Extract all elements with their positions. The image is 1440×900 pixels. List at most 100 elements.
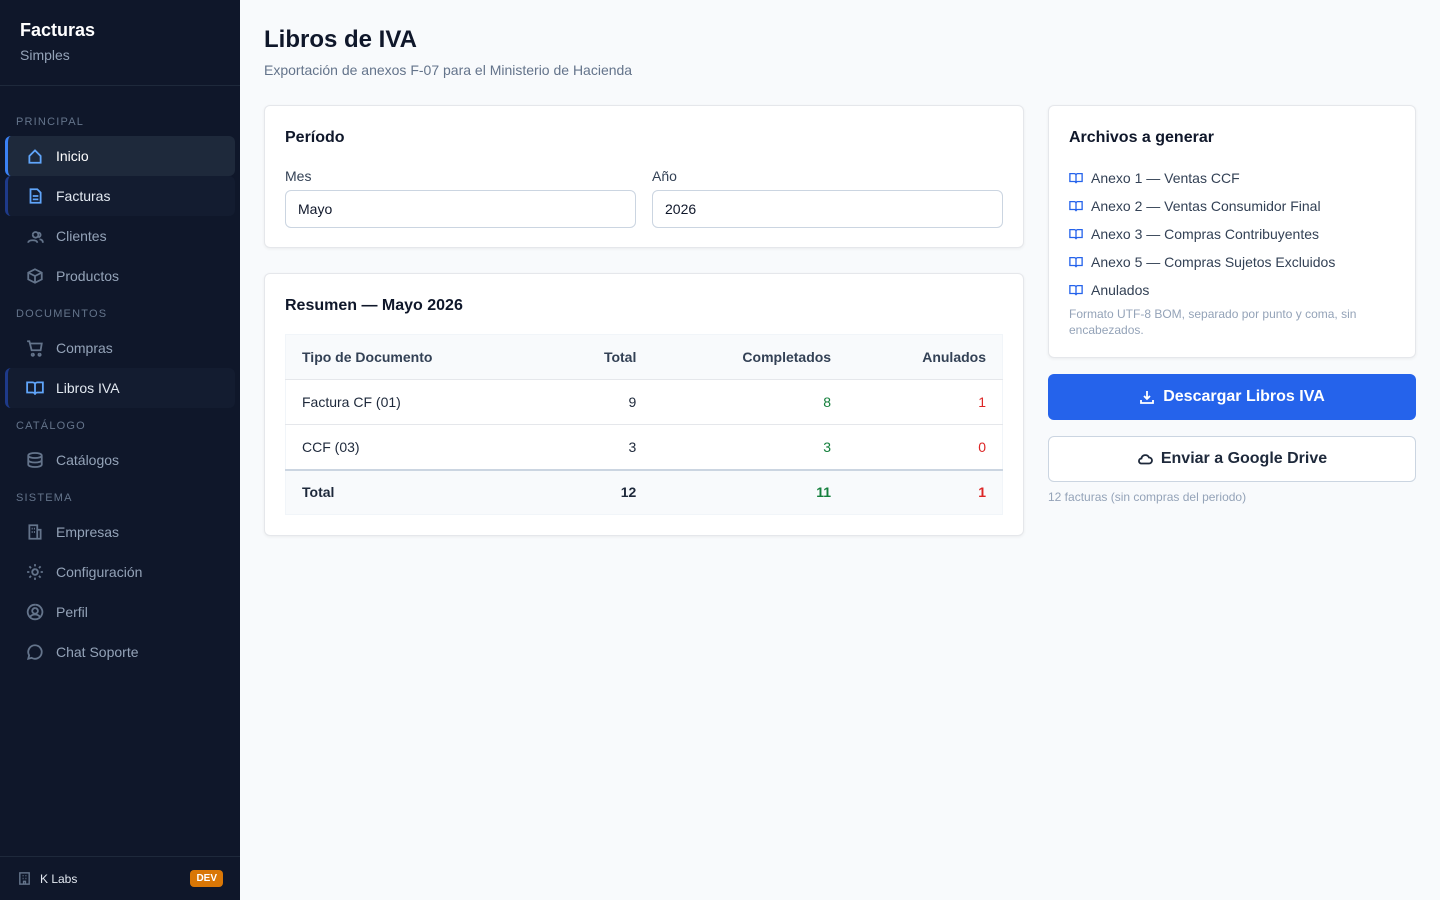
nav-section-title: DOCUMENTOS	[16, 308, 108, 320]
file-label: Anexo 2 — Ventas Consumidor Final	[1091, 198, 1321, 214]
file-label: Anulados	[1091, 282, 1150, 298]
column-header: Anulados	[847, 334, 1003, 380]
nav-icon	[27, 231, 44, 244]
button-label: Descargar Libros IVA	[1163, 388, 1325, 405]
nav-item[interactable]: Perfil	[5, 592, 235, 632]
book-icon	[1069, 284, 1083, 296]
table-cell: 3	[652, 424, 848, 470]
nav-label: Perfil	[56, 604, 88, 620]
brand-subtitle: Simples	[20, 47, 70, 63]
nav-item[interactable]: Chat Soporte	[5, 632, 235, 672]
summary-card: Resumen — Mayo 2026 Tipo de Documento Tot…	[264, 273, 1024, 536]
files-note: Formato UTF-8 BOM, separado por punto y …	[1069, 307, 1357, 337]
column-header: Completados	[652, 334, 848, 380]
nav-label: Empresas	[56, 524, 120, 540]
sidebar-footer: K Labs DEV	[0, 856, 240, 900]
book-icon	[1069, 200, 1083, 212]
table-cell: 9	[548, 379, 653, 425]
nav-icon	[26, 603, 44, 621]
org-icon	[19, 872, 30, 885]
nav-label: Facturas	[56, 188, 111, 204]
actions-note: 12 facturas (sin compras del periodo)	[1048, 490, 1247, 504]
nav-label: Clientes	[56, 228, 107, 244]
download-button[interactable]: Descargar Libros IVA	[1048, 374, 1416, 420]
nav-item[interactable]: Configuración	[5, 552, 235, 592]
nav-icon	[28, 524, 42, 540]
drive-button[interactable]: Enviar a Google Drive	[1048, 436, 1416, 482]
nav-section-title: SISTEMA	[16, 492, 73, 504]
files-list: Anexo 1 — Ventas CCF Anexo 2 — Ventas Con…	[1069, 164, 1335, 304]
nav-label: Libros IVA	[56, 380, 120, 396]
total-cell: 11	[652, 468, 848, 515]
table-total-row: Total 12 11 1	[285, 468, 1003, 515]
file-item: Anulados	[1069, 276, 1335, 304]
nav-icon	[27, 564, 43, 580]
cloud-icon	[1137, 454, 1153, 465]
book-icon	[1069, 172, 1083, 184]
card-title: Resumen — Mayo 2026	[285, 297, 463, 314]
button-label: Enviar a Google Drive	[1160, 450, 1328, 467]
total-cell: Total	[285, 468, 549, 515]
org-name: K Labs	[40, 871, 78, 886]
nav-icon	[28, 149, 42, 164]
nav-label: Chat Soporte	[56, 644, 139, 660]
nav-label: Catálogos	[56, 452, 120, 468]
nav-item[interactable]: Catálogos	[5, 440, 235, 480]
nav-item[interactable]: Compras	[5, 328, 235, 368]
file-item: Anexo 2 — Ventas Consumidor Final	[1069, 192, 1335, 220]
card-title: Archivos a generar	[1069, 129, 1214, 146]
table-header: Tipo de Documento Total Completados Anulado…	[285, 334, 1003, 380]
total-cell: 12	[548, 468, 653, 515]
table-cell: Factura CF (01)	[285, 379, 549, 425]
table-row: CCF (03) 3 3 0	[285, 424, 1003, 470]
nav: PRINCIPAL Inicio Facturas Clientes Productos…	[0, 104, 240, 672]
download-icon	[1140, 391, 1155, 404]
table-cell: 1	[847, 379, 1003, 425]
nav-item[interactable]: Clientes	[5, 216, 235, 256]
page-subtitle: Exportación de anexos F-07 para el Minis…	[264, 62, 633, 78]
nav-item[interactable]: Productos	[5, 256, 235, 296]
sidebar: Facturas Simples PRINCIPAL Inicio Facturas…	[0, 0, 240, 900]
nav-item[interactable]: Empresas	[5, 512, 235, 552]
field-label: Año	[652, 168, 677, 184]
file-item: Anexo 3 — Compras Contribuyentes	[1069, 220, 1335, 248]
file-label: Anexo 1 — Ventas CCF	[1091, 170, 1240, 186]
nav-item[interactable]: Inicio	[5, 136, 235, 176]
month-input[interactable]: Mayo	[285, 190, 636, 228]
table-cell: 3	[548, 424, 653, 470]
file-item: Anexo 5 — Compras Sujetos Excluidos	[1069, 248, 1335, 276]
nav-icon	[27, 340, 43, 357]
table-cell: 0	[847, 424, 1003, 470]
brand: Facturas	[20, 20, 96, 40]
page-title: Libros de IVA	[264, 26, 417, 53]
total-cell: 1	[847, 468, 1003, 515]
file-item: Anexo 1 — Ventas CCF	[1069, 164, 1335, 192]
nav-icon	[26, 644, 43, 661]
nav-label: Configuración	[56, 564, 143, 580]
column-header: Total	[548, 334, 653, 380]
env-badge: DEV	[190, 870, 223, 887]
separator	[0, 85, 240, 86]
nav-section-title: PRINCIPAL	[16, 116, 85, 128]
nav-icon	[29, 188, 42, 204]
file-label: Anexo 3 — Compras Contribuyentes	[1091, 226, 1319, 242]
nav-item[interactable]: Facturas	[5, 176, 235, 216]
summary-table: Tipo de Documento Total Completados Anulado…	[285, 334, 1003, 515]
files-card: Archivos a generar Anexo 1 — Ventas CCF A…	[1048, 105, 1416, 358]
nav-label: Productos	[56, 268, 120, 284]
nav-item[interactable]: Libros IVA	[5, 368, 235, 408]
book-icon	[1069, 228, 1083, 240]
period-card: Período Mes Mayo Año 2026	[264, 105, 1024, 248]
nav-icon	[26, 381, 44, 395]
card-title: Período	[285, 129, 345, 146]
nav-label: Inicio	[56, 148, 89, 164]
table-row: Factura CF (01) 9 8 1	[285, 379, 1003, 425]
file-label: Anexo 5 — Compras Sujetos Excluidos	[1091, 254, 1336, 270]
nav-label: Compras	[56, 340, 113, 356]
book-icon	[1069, 256, 1083, 268]
year-input[interactable]: 2026	[652, 190, 1003, 228]
nav-icon	[27, 452, 43, 468]
field-label: Mes	[285, 168, 312, 184]
